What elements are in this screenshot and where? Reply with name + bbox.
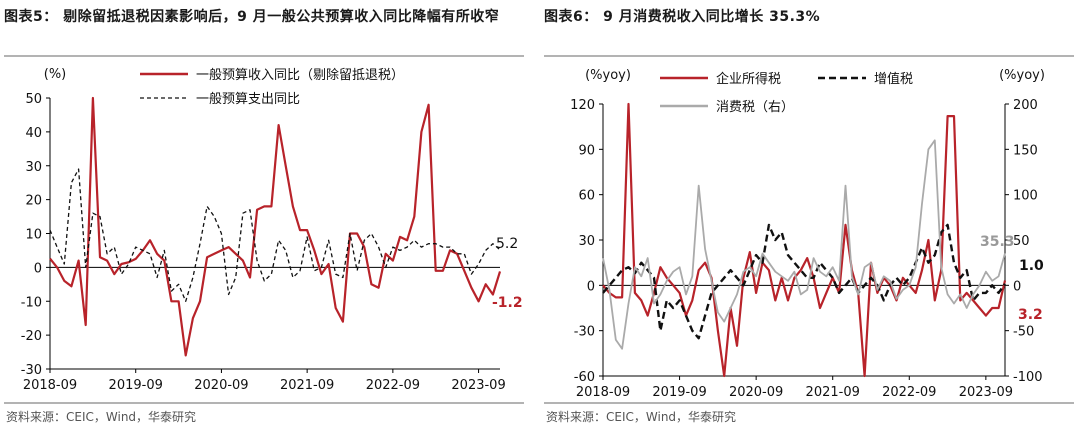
y-tick-label: -60 [574,370,595,385]
x-tick-label: 2023-09 [959,385,1013,400]
y-tick-label: 40 [25,126,42,141]
chart-right: 120 90 60 30 0 -30 -60 200 150 100 50 0 -50 -100 2018-… [570,68,1045,400]
chart-panel-left: 图表5： 剔除留抵退税因素影响后，9 月一般公共预算收入同比降幅有所收窄 50 4… [0,0,530,438]
x-tick-label: 2021-09 [806,385,860,400]
legend-label-1: 增值税 [874,71,913,87]
source-note-right: 资料来源：CEIC，Wind，华泰研究 [546,410,737,424]
bottom-rule-right [544,402,1074,404]
y-tick-label: -20 [21,329,42,344]
y-axis-label-right: (%yoy) [999,68,1045,83]
title-rule-left [4,55,524,57]
y-tick-label: 60 [578,189,595,204]
end-label-2: 35.3 [980,234,1015,250]
end-label-0: 3.2 [1018,307,1043,323]
x-tick-label: 2020-09 [729,385,783,400]
series-line-0 [602,102,1007,378]
end-label-1: 1.0 [1019,258,1044,274]
end-label-1: 5.2 [496,236,518,252]
x-tick-label: 2023-09 [451,378,505,393]
series-line-1 [602,223,1006,340]
y-axis-label: (%) [44,67,67,82]
legend-label-1: 一般预算支出同比 [196,91,300,107]
y-right-tick-label: 200 [1013,98,1038,113]
y-right-tick-label: 150 [1013,143,1038,158]
title-rule-right [544,55,1074,57]
x-tick-label: 2021-09 [280,378,334,393]
y-tick-label: 120 [570,98,595,113]
source-note-left: 资料来源：CEIC，Wind，华泰研究 [6,410,197,424]
series-line-1 [49,168,501,302]
y-right-tick-label: 50 [1013,234,1030,249]
x-tick-label: 2020-09 [194,378,248,393]
bottom-rule-left [4,402,524,404]
x-tick-label: 2022-09 [366,378,420,393]
y-tick-label: 90 [578,143,595,158]
x-tick-label: 2022-09 [882,385,936,400]
chart-panel-right: 图表6： 9 月消费税收入同比增长 35.3% 120 90 60 30 0 -30 -60… [540,0,1080,438]
legend-label-2: 消费税（右） [716,100,794,115]
y-tick-label: 0 [587,279,595,294]
x-tick-label: 2019-09 [652,385,706,400]
y-tick-label: 10 [25,228,42,243]
series-line-2 [602,139,1006,350]
y-tick-label: 30 [25,160,42,175]
x-tick-label: 2019-09 [109,378,163,393]
end-label-0: -1.2 [492,295,523,311]
y-tick-label: 20 [25,194,42,209]
legend-label-0: 一般预算收入同比（剔除留抵退税） [196,67,404,83]
y-tick-label: 0 [34,261,42,276]
chart-title-left: 图表5： 剔除留抵退税因素影响后，9 月一般公共预算收入同比降幅有所收窄 [4,9,500,25]
legend-label-0: 企业所得税 [716,71,781,87]
x-tick-label: 2018-09 [23,378,77,393]
y-right-tick-label: 0 [1013,279,1021,294]
x-tick-label: 2018-09 [576,385,630,400]
y-tick-label: -30 [21,363,42,378]
series-line-0 [49,96,502,357]
y-tick-label: 30 [578,234,595,249]
y-right-tick-label: 100 [1013,189,1038,204]
y-tick-label: -10 [21,295,42,310]
y-tick-label: -30 [574,325,595,340]
y-axis-label: (%yoy) [585,68,631,83]
y-right-tick-label: -50 [1013,325,1034,340]
y-right-tick-label: -100 [1013,370,1043,385]
y-tick-label: 50 [25,92,42,107]
chart-title-right: 图表6： 9 月消费税收入同比增长 35.3% [544,9,821,25]
